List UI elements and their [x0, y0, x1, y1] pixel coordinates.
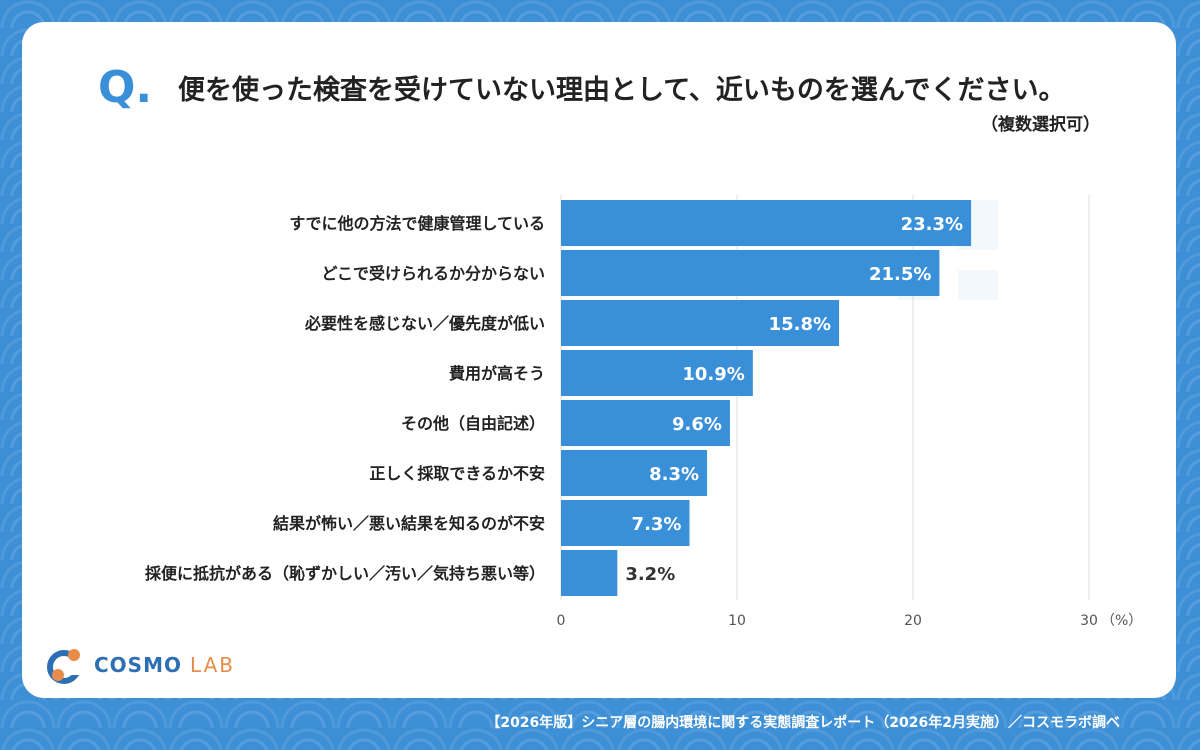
data-label: 15.8% — [769, 314, 831, 335]
category-label: 費用が高そう — [449, 364, 545, 383]
question-title: 便を使った検査を受けていない理由として、近いものを選んでください。 — [178, 75, 1066, 106]
cosmo-lab-logo: COSMO LAB — [44, 645, 235, 685]
bar — [561, 500, 690, 546]
footer-source: 【2026年版】シニア層の腸内環境に関する実態調査レポート（2026年2月実施）… — [486, 715, 1120, 731]
x-tick-label: 30 — [1080, 613, 1098, 629]
bar — [561, 350, 753, 396]
bar — [561, 450, 708, 496]
data-label: 8.3% — [649, 464, 699, 485]
bar — [561, 400, 730, 446]
category-label: 結果が怖い／悪い結果を知るのが不安 — [273, 514, 545, 533]
category-label: 必要性を感じない／優先度が低い — [304, 314, 545, 333]
data-label: 3.2% — [625, 564, 675, 585]
x-tick-label: 10 — [728, 613, 746, 629]
bar — [561, 300, 840, 346]
data-label: 9.6% — [672, 414, 722, 435]
category-label: 採便に抵抗がある（恥ずかしい／汚い／気持ち悪い等） — [145, 564, 545, 583]
x-tick-label: 0 — [557, 613, 566, 629]
category-label: すでに他の方法で健康管理している — [289, 214, 545, 233]
category-label: 正しく採取できるか不安 — [369, 464, 545, 483]
category-label: どこで受けられるか分からない — [321, 264, 545, 283]
x-axis-unit: （%） — [1101, 613, 1142, 629]
data-label: 10.9% — [682, 364, 744, 385]
logo-wordmark: COSMO LAB — [94, 653, 235, 677]
data-label: 7.3% — [632, 514, 682, 535]
bar — [561, 250, 940, 296]
logo-icon — [47, 649, 84, 684]
question-mark: Q. — [98, 62, 153, 113]
question-note: （複数選択可） — [981, 115, 1100, 135]
data-label: 23.3% — [901, 214, 963, 235]
data-label: 21.5% — [869, 264, 931, 285]
x-tick-label: 20 — [904, 613, 922, 629]
bar — [561, 200, 972, 246]
category-label: その他（自由記述） — [401, 414, 545, 433]
bar — [561, 550, 618, 596]
